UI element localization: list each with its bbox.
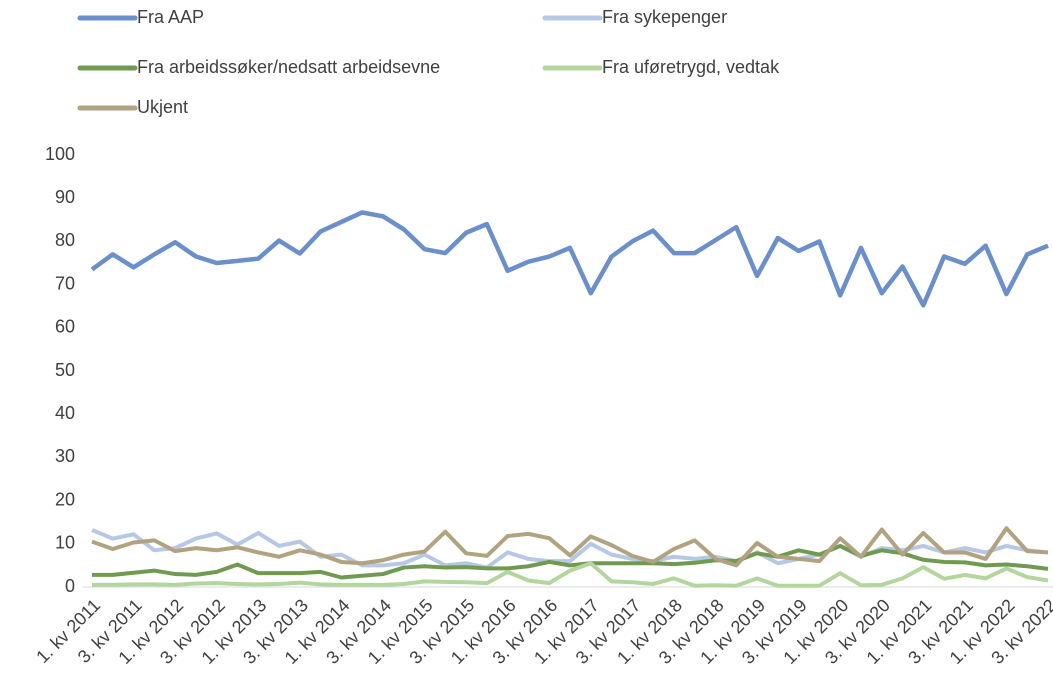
y-tick-label: 10	[55, 533, 75, 553]
series-line	[91, 528, 1049, 570]
y-tick-label: 0	[65, 576, 75, 596]
y-tick-label: 30	[55, 446, 75, 466]
legend-label: Fra sykepenger	[602, 7, 727, 27]
y-tick-label: 20	[55, 489, 75, 509]
legend-label: Ukjent	[137, 97, 188, 117]
series-line	[92, 561, 1049, 588]
legend-label: Fra arbeidssøker/nedsatt arbeidsevne	[137, 57, 440, 77]
legend-label: Fra AAP	[137, 7, 204, 27]
y-tick-label: 80	[55, 230, 75, 250]
y-tick-label: 60	[55, 317, 75, 337]
series-line	[92, 543, 1049, 580]
series-line	[90, 210, 1049, 308]
legend-label: Fra uføretrygd, vedtak	[602, 57, 780, 77]
series-line	[91, 526, 1049, 568]
y-tick-label: 50	[55, 360, 75, 380]
y-tick-label: 70	[55, 273, 75, 293]
y-tick-label: 90	[55, 187, 75, 207]
y-tick-label: 40	[55, 403, 75, 423]
y-tick-label: 100	[45, 144, 75, 164]
